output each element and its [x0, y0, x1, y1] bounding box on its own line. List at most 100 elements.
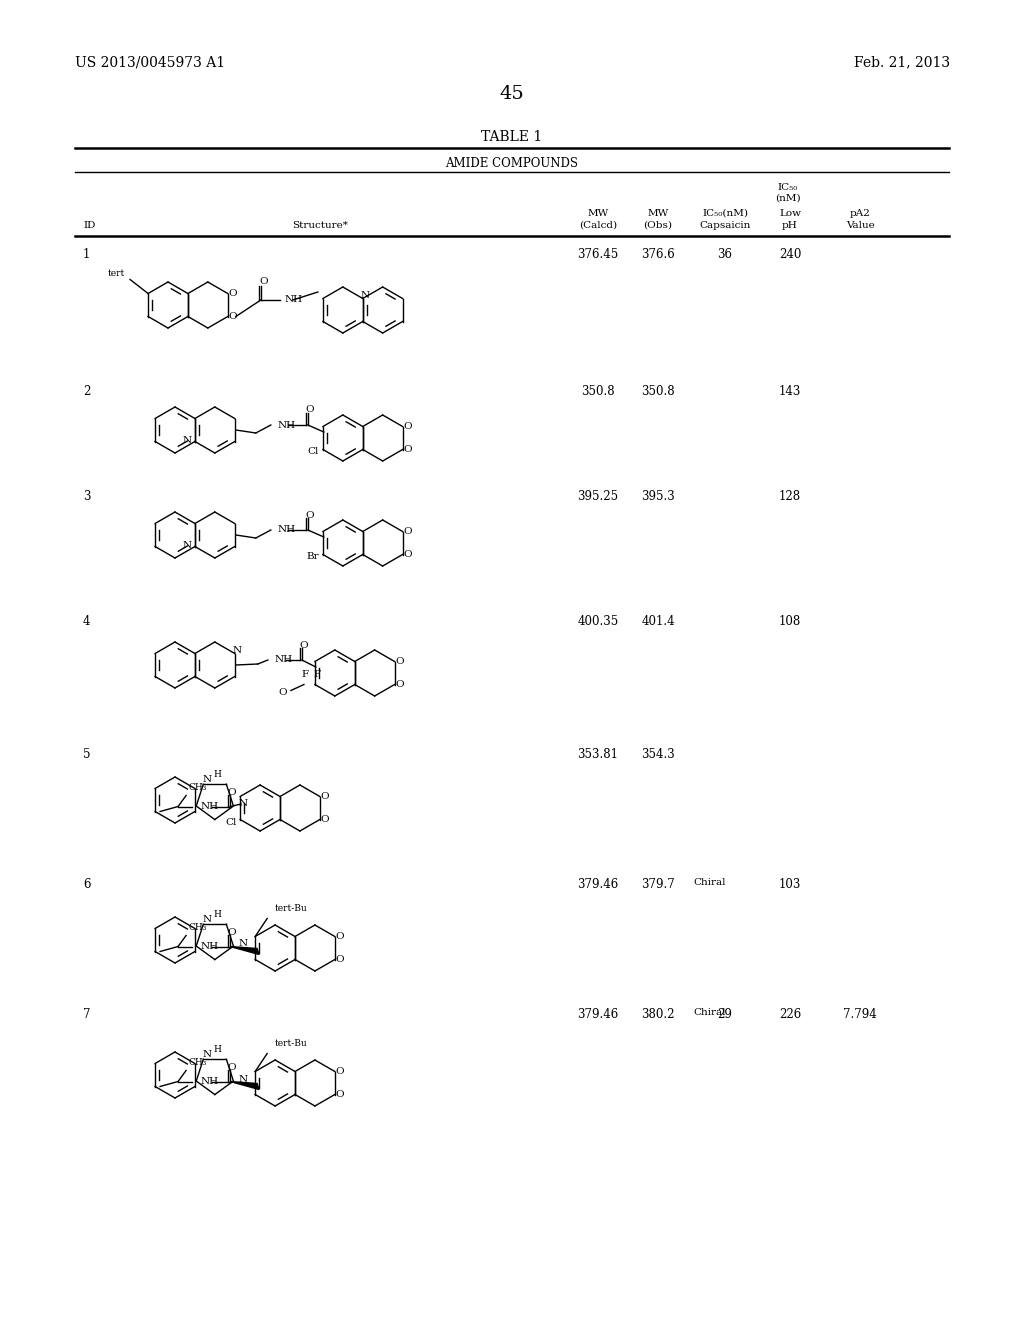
Text: 395.25: 395.25: [578, 490, 618, 503]
Text: 108: 108: [779, 615, 801, 628]
Text: 379.46: 379.46: [578, 1008, 618, 1020]
Text: Feb. 21, 2013: Feb. 21, 2013: [854, 55, 950, 69]
Text: 143: 143: [779, 385, 801, 399]
Text: O: O: [228, 289, 238, 298]
Text: O: O: [305, 511, 314, 520]
Text: O: O: [321, 814, 329, 824]
Text: 45: 45: [500, 84, 524, 103]
Text: O: O: [395, 680, 403, 689]
Text: NH: NH: [200, 1077, 218, 1086]
Text: O: O: [336, 932, 344, 941]
Text: 6: 6: [83, 878, 90, 891]
Text: O: O: [259, 277, 268, 286]
Text: O: O: [403, 550, 412, 558]
Text: US 2013/0045973 A1: US 2013/0045973 A1: [75, 55, 225, 69]
Text: 7: 7: [83, 1008, 90, 1020]
Text: Cl: Cl: [307, 447, 318, 455]
Text: H: H: [214, 909, 222, 919]
Text: CH₃: CH₃: [188, 923, 207, 932]
Text: CH₃: CH₃: [188, 783, 207, 792]
Text: AMIDE COMPOUNDS: AMIDE COMPOUNDS: [445, 157, 579, 170]
Text: pH: pH: [782, 220, 798, 230]
Text: H: H: [214, 770, 222, 779]
Text: O: O: [336, 954, 344, 964]
Text: N: N: [203, 775, 212, 784]
Text: 4: 4: [83, 615, 90, 628]
Text: Chiral: Chiral: [693, 878, 726, 887]
Text: H: H: [214, 1045, 222, 1053]
Text: tert-Bu: tert-Bu: [275, 904, 308, 913]
Text: 103: 103: [779, 878, 801, 891]
Text: O: O: [227, 788, 237, 797]
Text: Chiral: Chiral: [693, 1008, 726, 1016]
Text: O: O: [336, 1067, 344, 1076]
Text: 379.46: 379.46: [578, 878, 618, 891]
Text: O: O: [403, 422, 412, 432]
Text: NH: NH: [278, 525, 296, 535]
Text: F: F: [313, 671, 321, 678]
Text: Capsaicin: Capsaicin: [699, 220, 751, 230]
Text: NH: NH: [200, 942, 218, 950]
Text: F: F: [301, 671, 308, 678]
Text: N: N: [183, 541, 191, 550]
Text: 7.794: 7.794: [843, 1008, 877, 1020]
Text: O: O: [279, 688, 287, 697]
Text: O: O: [228, 312, 238, 321]
Text: NH: NH: [278, 421, 296, 429]
Text: Br: Br: [306, 552, 318, 561]
Text: 36: 36: [718, 248, 732, 261]
Text: O: O: [403, 527, 412, 536]
Text: 380.2: 380.2: [641, 1008, 675, 1020]
Text: O: O: [395, 657, 403, 667]
Text: MW: MW: [588, 209, 608, 218]
Text: N: N: [360, 290, 370, 300]
Text: TABLE 1: TABLE 1: [481, 129, 543, 144]
Text: (Obs): (Obs): [643, 220, 673, 230]
Text: (Calcd): (Calcd): [579, 220, 617, 230]
Text: 353.81: 353.81: [578, 748, 618, 762]
Text: O: O: [403, 445, 412, 454]
Text: Cl: Cl: [225, 818, 238, 828]
Text: NH: NH: [274, 656, 293, 664]
Text: N: N: [239, 1074, 248, 1084]
Text: Low: Low: [779, 209, 801, 218]
Text: MW: MW: [647, 209, 669, 218]
Text: CH₃: CH₃: [188, 1059, 207, 1067]
Text: 354.3: 354.3: [641, 748, 675, 762]
Text: NH: NH: [200, 803, 218, 810]
Text: 1: 1: [83, 248, 90, 261]
Text: O: O: [305, 405, 314, 414]
Text: 240: 240: [779, 248, 801, 261]
Text: 128: 128: [779, 490, 801, 503]
Polygon shape: [230, 1081, 259, 1089]
Polygon shape: [230, 946, 259, 954]
Text: N: N: [232, 645, 242, 655]
Text: 401.4: 401.4: [641, 615, 675, 628]
Text: N: N: [203, 1049, 212, 1059]
Text: 350.8: 350.8: [641, 385, 675, 399]
Text: ID: ID: [83, 220, 95, 230]
Text: NH: NH: [285, 296, 303, 305]
Text: 350.8: 350.8: [582, 385, 614, 399]
Text: N: N: [183, 436, 191, 445]
Text: 5: 5: [83, 748, 90, 762]
Text: pA2: pA2: [850, 209, 870, 218]
Text: 379.7: 379.7: [641, 878, 675, 891]
Text: Structure*: Structure*: [292, 220, 348, 230]
Text: O: O: [227, 928, 237, 937]
Text: N: N: [203, 915, 212, 924]
Text: O: O: [321, 792, 329, 801]
Text: tert: tert: [108, 269, 125, 279]
Text: 376.45: 376.45: [578, 248, 618, 261]
Text: O: O: [227, 1063, 237, 1072]
Text: 395.3: 395.3: [641, 490, 675, 503]
Text: Value: Value: [846, 220, 874, 230]
Text: 29: 29: [718, 1008, 732, 1020]
Text: IC₅₀: IC₅₀: [778, 183, 798, 191]
Text: 376.6: 376.6: [641, 248, 675, 261]
Text: 400.35: 400.35: [578, 615, 618, 628]
Text: IC₅₀(nM): IC₅₀(nM): [702, 209, 748, 218]
Text: 226: 226: [779, 1008, 801, 1020]
Text: (nM): (nM): [775, 194, 801, 203]
Text: 3: 3: [83, 490, 90, 503]
